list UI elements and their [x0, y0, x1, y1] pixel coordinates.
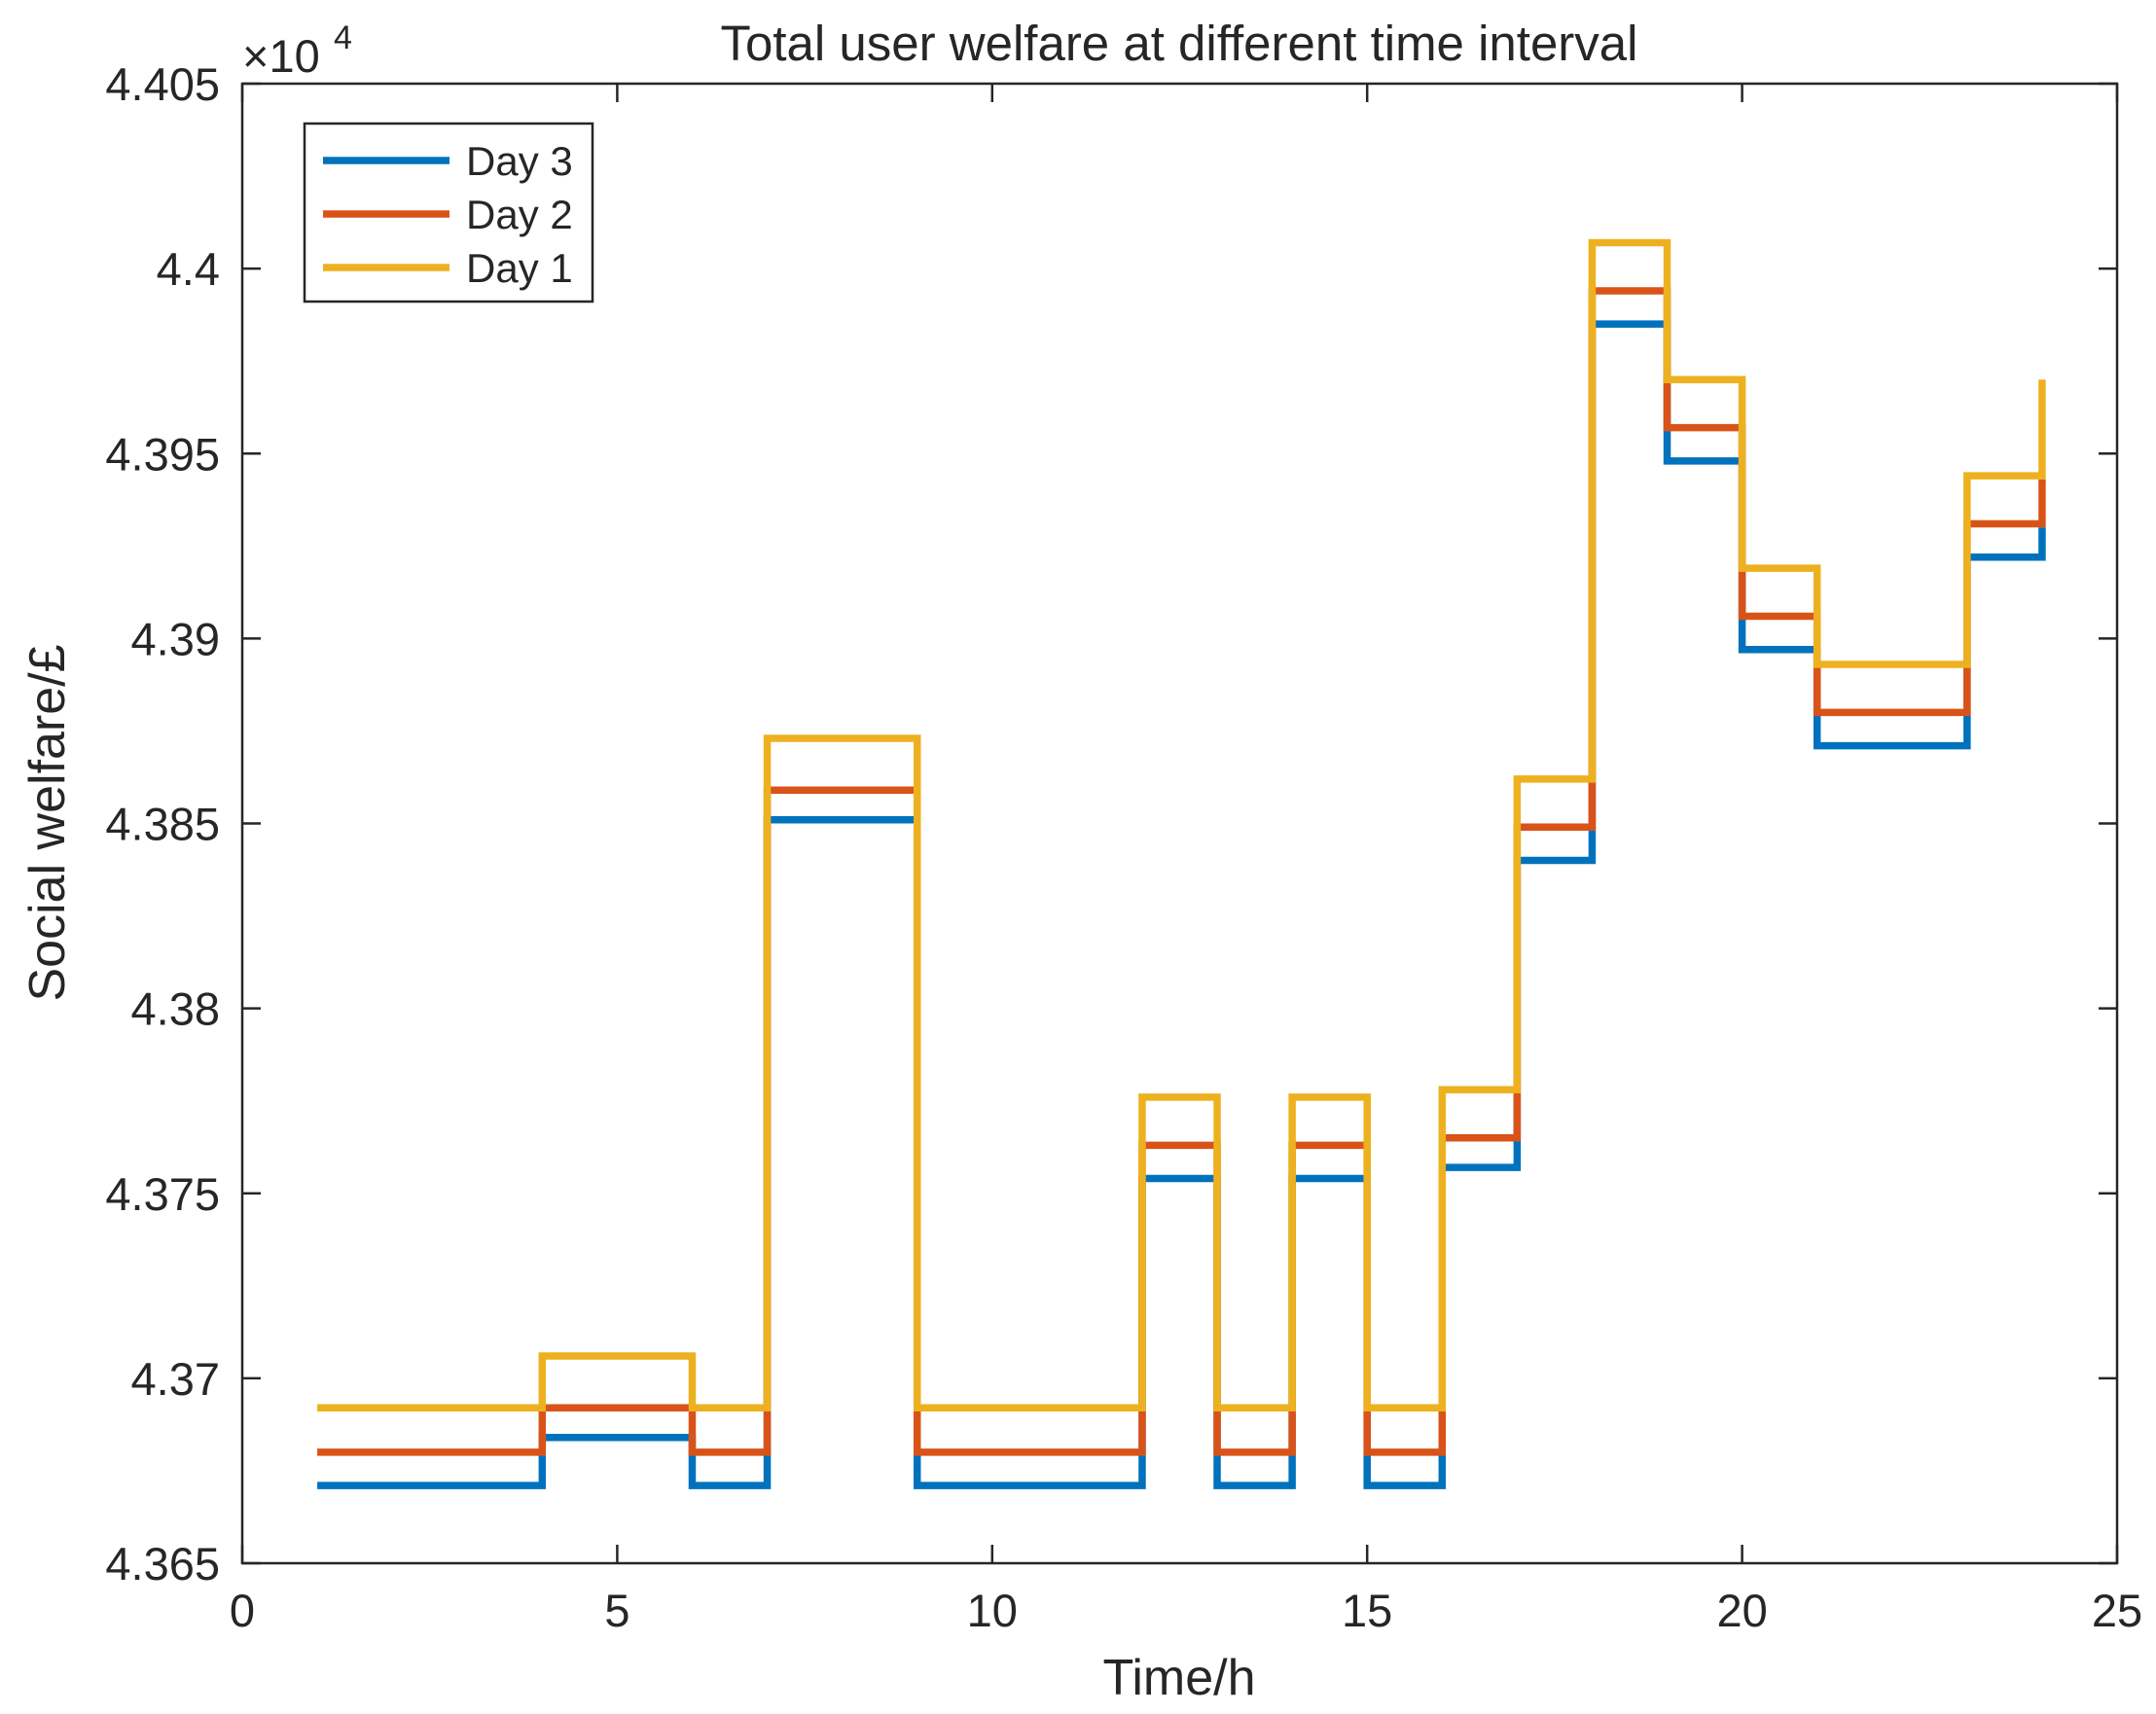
y-tick-label: 4.395 [105, 428, 220, 480]
series-layer [317, 238, 2046, 1489]
y-tick-label: 4.39 [131, 613, 220, 664]
legend: Day 3 Day 2 Day 1 [303, 122, 594, 304]
y-tick-label: 4.375 [105, 1168, 220, 1220]
x-tick-label: 5 [604, 1585, 629, 1636]
y-tick-label: 4.405 [105, 58, 220, 110]
x-tick-label: 20 [1716, 1585, 1767, 1636]
x-tick-label: 25 [2092, 1585, 2142, 1636]
legend-label-day-1: Day 1 [466, 245, 573, 291]
legend-label-day-2: Day 2 [466, 192, 573, 237]
y-tick-label: 4.385 [105, 799, 220, 850]
legend-label-day-3: Day 3 [466, 138, 573, 184]
y-exponent-power: 4 [334, 19, 352, 56]
y-axis-title: Social welfare/£ [19, 644, 76, 1001]
y-exponent-base: ×10 [242, 30, 320, 82]
x-tick-label: 0 [230, 1585, 255, 1636]
y-tick-label: 4.37 [131, 1353, 220, 1405]
axes-layer: 0 5 10 15 20 25 4.365 4.37 4.375 4.38 4.385 4.39 4.3… [105, 58, 2142, 1636]
x-tick-label: 15 [1342, 1585, 1392, 1636]
y-tick-label: 4.38 [131, 983, 220, 1035]
y-exponent-label: ×10 4 [242, 19, 352, 82]
x-axis-title: Time/h [1103, 1650, 1256, 1706]
chart-title: Total user welfare at different time int… [720, 16, 1637, 71]
plot-area [242, 84, 2117, 1563]
y-tick-label: 4.4 [157, 243, 220, 295]
x-tick-label: 10 [967, 1585, 1018, 1636]
y-tick-label: 4.365 [105, 1538, 220, 1589]
series-line-day-1 [317, 238, 2046, 1412]
